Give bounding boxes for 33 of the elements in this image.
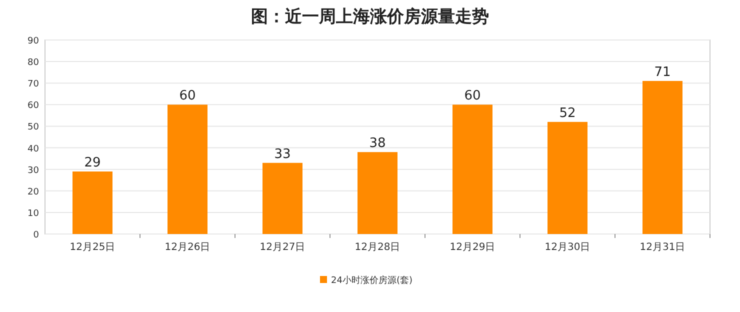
data-label: 38 [369, 136, 386, 152]
x-tick-label: 12月31日 [640, 242, 686, 253]
x-tick-label: 12月29日 [450, 242, 496, 253]
y-tick-label: 30 [28, 166, 40, 176]
y-tick-label: 60 [28, 101, 40, 112]
y-tick-label: 40 [28, 144, 40, 154]
y-tick-label: 20 [28, 187, 40, 198]
data-label: 60 [464, 88, 481, 104]
y-tick-label: 0 [33, 230, 40, 240]
bar [548, 122, 588, 234]
bar [168, 104, 208, 234]
bar [642, 80, 682, 234]
y-tick-label: 50 [28, 122, 40, 133]
x-tick-label: 12月28日 [354, 242, 400, 253]
bar [72, 171, 112, 234]
chart-title: 图：近一周上海涨价房源量走势 [251, 7, 489, 27]
bar [452, 104, 492, 234]
data-label: 29 [84, 155, 101, 170]
data-label: 71 [654, 64, 671, 80]
bar [358, 152, 398, 234]
x-tick-label: 12月25日 [70, 242, 116, 253]
data-label: 60 [179, 88, 196, 104]
x-tick-label: 12月27日 [260, 242, 306, 253]
data-label: 33 [274, 146, 291, 162]
y-tick-label: 70 [28, 80, 40, 90]
data-label: 52 [559, 106, 576, 121]
x-tick-label: 12月30日 [544, 242, 590, 253]
y-tick-label: 10 [28, 208, 40, 219]
legend-label: 24小时涨价房源(套) [331, 275, 412, 286]
y-tick-label: 90 [28, 36, 40, 46]
x-tick-label: 12月26日 [164, 242, 210, 253]
bar [262, 162, 302, 234]
y-tick-label: 80 [28, 58, 40, 68]
